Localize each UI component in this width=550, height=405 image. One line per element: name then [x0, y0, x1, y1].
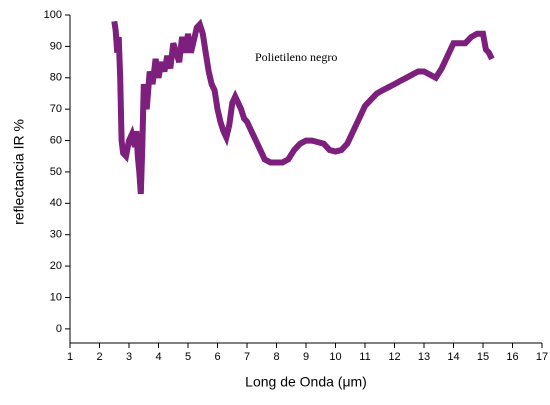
x-tick-label: 2	[96, 351, 102, 363]
x-tick-label: 1	[67, 351, 73, 363]
y-tick-label: 10	[50, 291, 62, 303]
x-tick-label: 5	[185, 351, 191, 363]
y-tick-label: 30	[50, 229, 62, 241]
x-tick-label: 10	[329, 351, 341, 363]
x-tick-label: 3	[126, 351, 132, 363]
x-tick-label: 14	[447, 351, 459, 363]
y-tick-label: 40	[50, 197, 62, 209]
y-tick-label: 60	[50, 134, 62, 146]
x-tick-label: 16	[506, 351, 518, 363]
x-tick-label: 13	[418, 351, 430, 363]
y-tick-label: 20	[50, 260, 62, 272]
x-tick-label: 15	[477, 351, 489, 363]
x-axis-label: Long de Onda (μm)	[245, 374, 367, 390]
x-tick-label: 8	[273, 351, 279, 363]
y-tick-label: 100	[44, 9, 62, 21]
x-tick-label: 12	[388, 351, 400, 363]
y-tick-label: 70	[50, 103, 62, 115]
x-tick-label: 7	[244, 351, 250, 363]
x-tick-label: 6	[214, 351, 220, 363]
x-tick-label: 11	[359, 351, 370, 363]
y-axis-label: reflectancia IR %	[11, 119, 27, 225]
x-tick-label: 9	[303, 351, 309, 363]
x-tick-label: 17	[536, 351, 548, 363]
x-tick-label: 4	[155, 351, 161, 363]
annotation: Polietileno negro	[255, 50, 337, 64]
y-tick-label: 90	[50, 40, 62, 52]
y-tick-label: 50	[50, 166, 62, 178]
y-tick-label: 0	[56, 323, 62, 335]
data-line	[111, 18, 495, 195]
y-tick-label: 80	[50, 72, 62, 84]
